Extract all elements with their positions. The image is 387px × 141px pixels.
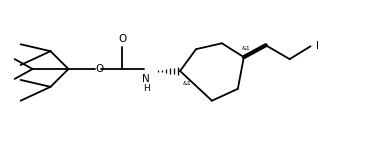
Text: H: H [143, 84, 149, 93]
Text: O: O [95, 64, 103, 74]
Text: N: N [142, 74, 150, 84]
Text: &1: &1 [183, 81, 192, 86]
Text: O: O [118, 34, 127, 44]
Text: I: I [315, 41, 319, 51]
Text: &1: &1 [242, 46, 250, 51]
